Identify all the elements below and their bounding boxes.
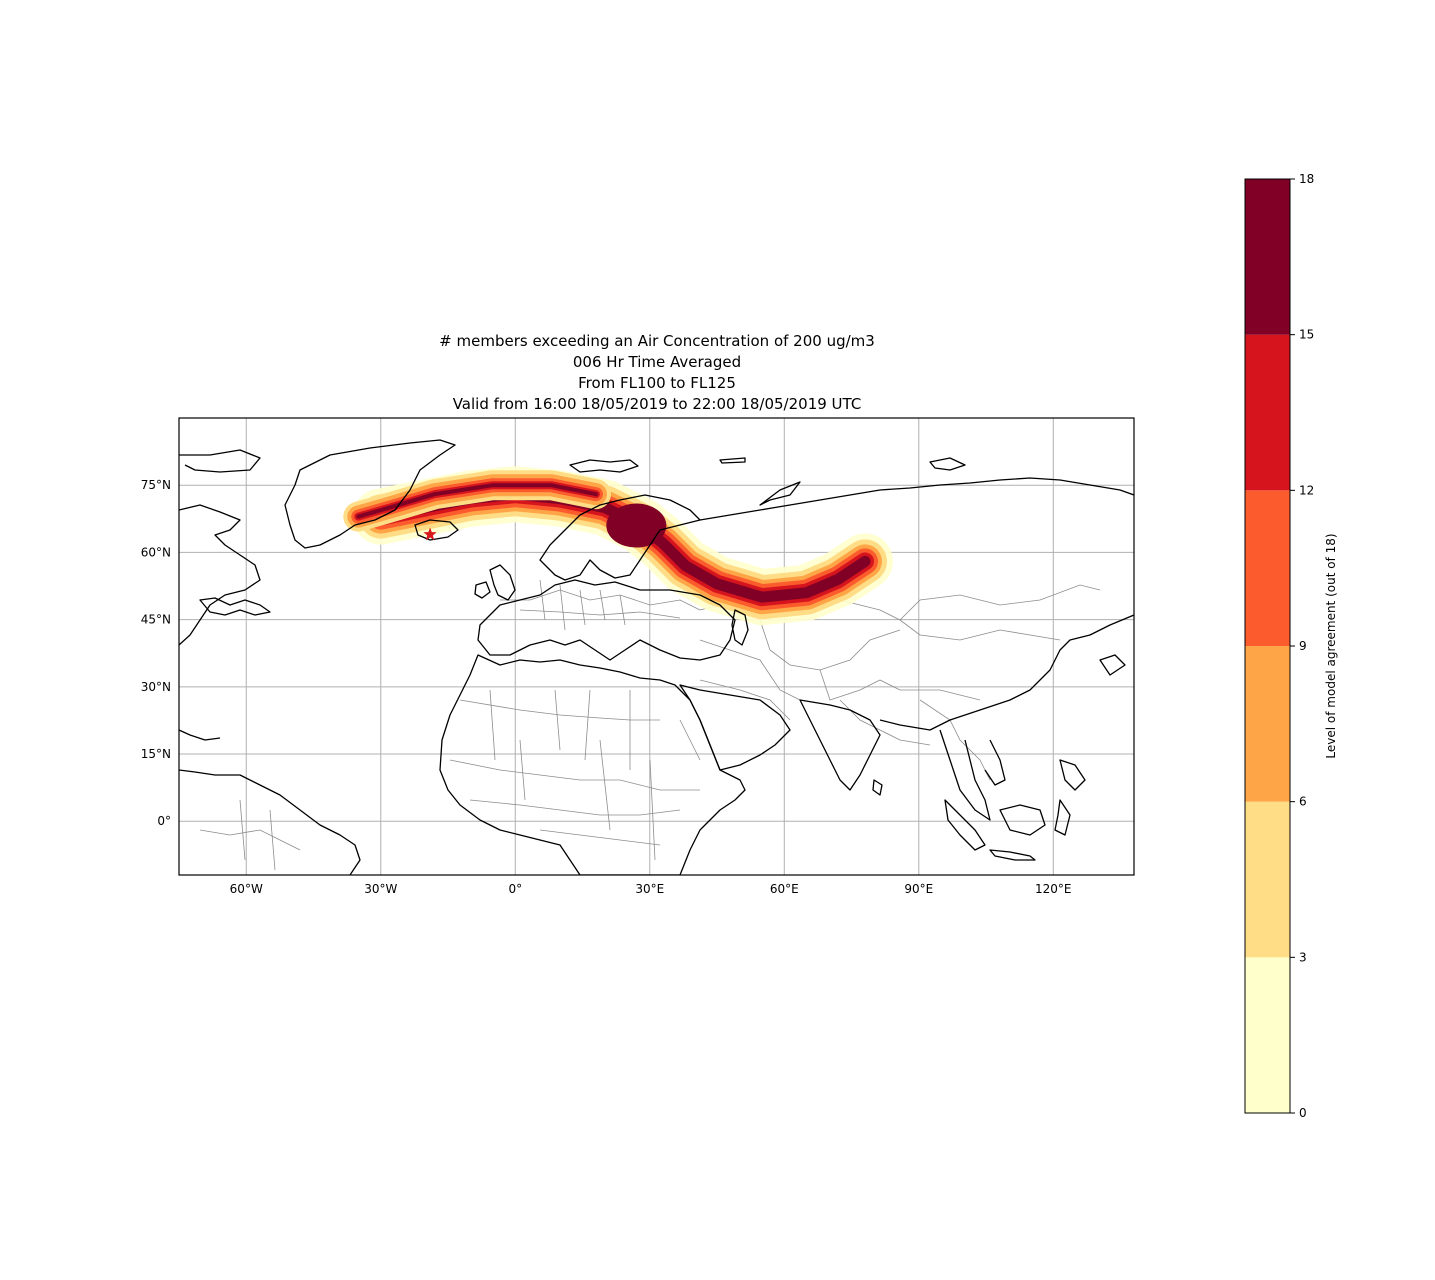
colorbar-segment xyxy=(1245,334,1290,491)
lon-tick-label: 0° xyxy=(508,882,522,896)
lon-tick-label: 60°W xyxy=(230,882,263,896)
plume xyxy=(343,466,893,626)
border-line xyxy=(489,689,701,770)
coast-severnaya-zemlya xyxy=(929,457,966,471)
colorbar-tick-label: 9 xyxy=(1299,639,1307,653)
lat-tick-label: 45°N xyxy=(141,613,171,627)
border-line xyxy=(919,699,991,781)
lat-tick-label: 75°N xyxy=(141,478,171,492)
coast-borneo xyxy=(999,804,1046,836)
coast-europe xyxy=(477,579,736,661)
plume-core-blob xyxy=(606,503,667,548)
border-line xyxy=(459,699,660,721)
coastlines xyxy=(179,439,1134,875)
lon-tick-label: 120°E xyxy=(1035,882,1072,896)
colorbar-segment xyxy=(1245,490,1290,646)
coast-sri-lanka xyxy=(872,779,883,796)
coast-great-britain xyxy=(489,564,516,601)
coast-arctic-canada xyxy=(179,449,261,473)
title-line-3: From FL100 to FL125 xyxy=(578,374,736,392)
lon-tick-label: 30°W xyxy=(364,882,397,896)
colorbar-tick-label: 3 xyxy=(1299,950,1307,964)
lat-tick-label: 30°N xyxy=(141,680,171,694)
border-line xyxy=(469,799,681,816)
lat-tick-label: 60°N xyxy=(141,545,171,559)
colorbar-tick-label: 18 xyxy=(1299,172,1314,186)
coast-malay xyxy=(939,729,991,821)
plume-lobe-band xyxy=(356,483,598,519)
gridlines xyxy=(179,418,1134,875)
lon-tick-labels: 60°W 30°W 0° 30°E 60°E 90°E 120°E xyxy=(230,882,1072,896)
coast-ireland xyxy=(474,581,491,599)
colorbar-ticks: 0 3 6 9 12 15 18 xyxy=(1290,172,1314,1120)
border-line xyxy=(539,579,626,631)
coast-newfoundland xyxy=(199,597,271,616)
coast-russia-arctic xyxy=(699,477,1134,521)
border-line xyxy=(699,679,791,721)
coast-novaya-zemlya xyxy=(759,481,801,506)
lat-tick-labels: 75°N 60°N 45°N 30°N 15°N 0° xyxy=(141,478,171,828)
map-panel: 60°W 30°W 0° 30°E 60°E 90°E 120°E 75°N 60°N 45°N… xyxy=(141,417,1135,896)
coast-north-america xyxy=(179,504,261,646)
lat-tick-label: 0° xyxy=(157,814,171,828)
border-line xyxy=(519,739,656,861)
coast-iceland xyxy=(414,519,459,541)
colorbar-tick-label: 6 xyxy=(1299,795,1307,809)
border-line xyxy=(819,669,981,701)
border-line xyxy=(699,639,801,701)
colorbar-tick-label: 0 xyxy=(1299,1106,1307,1120)
lon-tick-label: 90°E xyxy=(904,882,933,896)
coast-sumatra xyxy=(944,799,986,851)
title-line-2: 006 Hr Time Averaged xyxy=(572,353,742,371)
colorbar-segment xyxy=(1245,957,1290,1113)
coast-greenland xyxy=(284,439,456,549)
coast-africa xyxy=(439,654,746,875)
colorbar-tick-label: 15 xyxy=(1299,328,1314,342)
source-marker-layer xyxy=(423,527,437,541)
colorbar-tick-label: 12 xyxy=(1299,483,1314,497)
coast-franz-josef xyxy=(719,457,746,464)
colorbar-segments xyxy=(1245,179,1290,1113)
map-background xyxy=(179,418,1134,875)
border-line xyxy=(199,799,301,871)
colorbar-segment xyxy=(1245,646,1290,802)
coast-sulawesi xyxy=(1054,799,1071,836)
coast-south-america xyxy=(179,769,361,875)
coast-caspian xyxy=(731,609,749,646)
coast-japan xyxy=(1099,654,1126,676)
lat-tick-label: 15°N xyxy=(141,747,171,761)
coast-scandinavia xyxy=(539,494,701,581)
border-line xyxy=(899,619,1061,641)
lon-tick-label: 30°E xyxy=(635,882,664,896)
border-line xyxy=(519,609,681,619)
coast-java xyxy=(989,849,1036,861)
coast-east-asia xyxy=(879,614,1134,731)
colorbar-label: Level of model agreement (out of 18) xyxy=(1324,533,1338,758)
map-frame xyxy=(178,417,1135,876)
border-line xyxy=(839,699,931,746)
coast-caribbean xyxy=(179,729,221,741)
lon-tick-label: 60°E xyxy=(770,882,799,896)
coast-indochina xyxy=(984,739,1006,786)
coast-svalbard xyxy=(569,459,639,473)
colorbar: 0 3 6 9 12 15 18 Level of model agreement (out… xyxy=(1244,172,1338,1120)
coast-arabia xyxy=(679,684,791,771)
colorbar-segment xyxy=(1245,801,1290,958)
colorbar-segment xyxy=(1245,179,1290,335)
title-line-1: # members exceeding an Air Concentration… xyxy=(439,332,875,350)
border-line xyxy=(539,829,661,846)
coast-philippines xyxy=(1059,759,1086,791)
source-star-icon xyxy=(423,527,437,541)
title-line-4: Valid from 16:00 18/05/2019 to 22:00 18/… xyxy=(452,395,862,413)
coast-india xyxy=(799,699,881,791)
border-line xyxy=(500,589,701,611)
country-borders xyxy=(199,579,1101,871)
border-line xyxy=(449,759,700,791)
